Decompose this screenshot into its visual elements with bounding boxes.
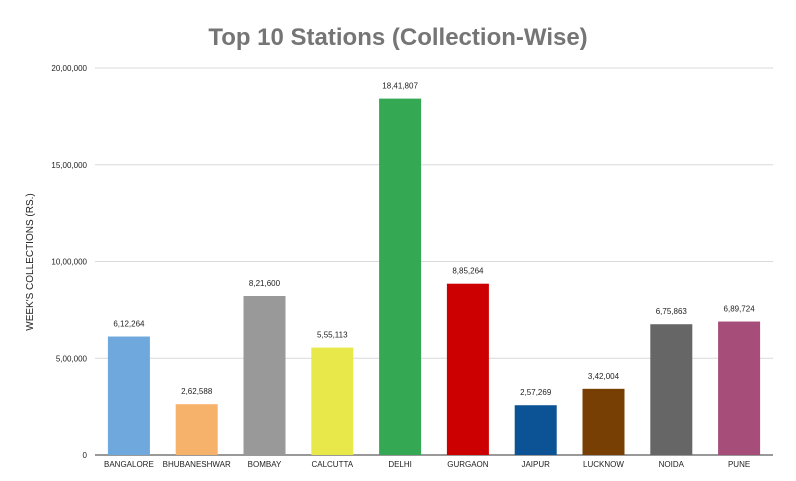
y-tick-label: 15,00,000 (51, 161, 87, 170)
data-label: 8,85,264 (452, 267, 484, 276)
data-label: 6,12,264 (113, 320, 145, 329)
bar-gurgaon (446, 283, 489, 455)
category-label: DELHI (388, 460, 412, 469)
category-label: BANGALORE (104, 460, 154, 469)
bar-delhi (379, 98, 422, 456)
data-label: 18,41,807 (382, 82, 418, 91)
bars (107, 98, 761, 456)
y-axis-ticks: 0 5,00,000 10,00,000 15,00,000 20,00,000 (51, 64, 87, 460)
x-axis-categories: BANGALORE BHUBANESHWAR BOMBAY CALCUTTA DELHI… (104, 460, 750, 469)
bar-bangalore (107, 336, 150, 455)
bar-lucknow (582, 388, 625, 455)
data-label: 2,57,269 (520, 388, 552, 397)
data-label: 2,62,588 (181, 387, 213, 396)
data-label: 6,89,724 (724, 305, 756, 314)
category-label: CALCUTTA (311, 460, 353, 469)
y-tick-label: 5,00,000 (56, 354, 88, 363)
data-label: 3,42,004 (588, 372, 620, 381)
chart-title: Top 10 Stations (Collection-Wise) (208, 24, 587, 51)
category-label: BOMBAY (248, 460, 282, 469)
category-label: JAIPUR (521, 460, 550, 469)
category-label: GURGAON (447, 460, 489, 469)
y-tick-label: 10,00,000 (51, 258, 87, 267)
category-label: NOIDA (659, 460, 685, 469)
data-label: 8,21,600 (249, 279, 281, 288)
bar-bombay (243, 296, 286, 455)
y-tick-label: 0 (83, 451, 88, 460)
bar-noida (650, 324, 693, 455)
category-label: LUCKNOW (583, 460, 624, 469)
data-label: 6,75,863 (656, 307, 688, 316)
bar-pune (718, 321, 761, 455)
data-labels: 6,12,264 2,62,588 8,21,600 5,55,113 18,41,80… (113, 82, 755, 398)
data-label: 5,55,113 (317, 331, 348, 340)
category-label: PUNE (728, 460, 750, 469)
bar-jaipur (514, 405, 557, 455)
category-label: BHUBANESHWAR (163, 460, 231, 469)
bar-bhubaneshwar (175, 404, 218, 455)
y-tick-label: 20,00,000 (51, 64, 87, 73)
y-axis-label: WEEK'S COLLECTIONS (RS.) (25, 193, 36, 331)
bar-calcutta (311, 347, 354, 455)
